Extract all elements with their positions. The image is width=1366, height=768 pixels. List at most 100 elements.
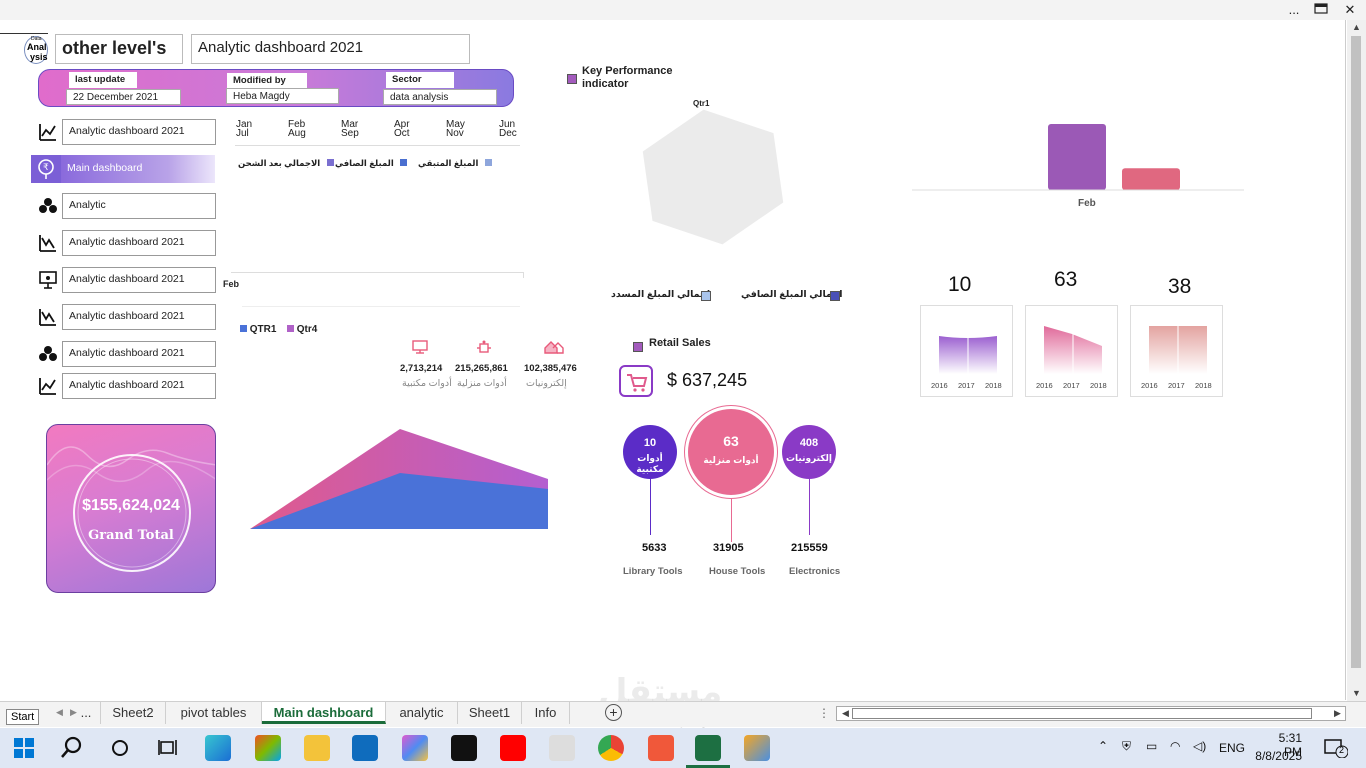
page-title: other level's bbox=[55, 34, 183, 64]
kpi-legend-square bbox=[567, 71, 577, 89]
tab-sheet2[interactable]: Sheet2 bbox=[101, 702, 166, 724]
vertical-scroll-thumb[interactable] bbox=[1351, 36, 1361, 668]
divider bbox=[0, 33, 48, 34]
search-icon[interactable] bbox=[60, 735, 84, 764]
nav-item-4[interactable]: Analytic dashboard 2021 bbox=[62, 230, 216, 256]
tab-analytic[interactable]: analytic bbox=[386, 702, 458, 724]
month-top: Feb bbox=[288, 119, 306, 130]
scroll-up-icon[interactable]: ▲ bbox=[1352, 22, 1361, 32]
chart-divider bbox=[231, 272, 524, 273]
clock-date[interactable]: 8/8/2025 bbox=[1255, 749, 1302, 763]
month-label: Feb Aug bbox=[288, 119, 306, 139]
year-label: 2016 bbox=[1036, 381, 1053, 390]
month-top: Mar bbox=[341, 119, 359, 130]
nav-item-2[interactable]: Main dashboard bbox=[61, 155, 215, 183]
bubble-3: 408 إلكترونيات bbox=[782, 425, 836, 479]
bubble-value: 10 bbox=[643, 437, 657, 449]
bubble-label: أدوات مكتبية bbox=[636, 453, 664, 474]
clock-time[interactable]: 5:31 PM bbox=[1278, 731, 1302, 759]
tab-nav-left-icon[interactable]: ◀ bbox=[56, 707, 63, 717]
excel-icon[interactable] bbox=[695, 735, 721, 761]
edge-icon[interactable] bbox=[205, 735, 231, 761]
grand-total-value: $155,624,024 bbox=[82, 497, 180, 514]
month-top: Jun bbox=[499, 119, 516, 130]
nav-item-7[interactable]: Analytic dashboard 2021 bbox=[62, 341, 216, 367]
nav-item-8[interactable]: Analytic dashboard 2021 bbox=[62, 373, 216, 399]
scroll-left-icon[interactable]: ◀ bbox=[842, 708, 849, 718]
month-label: Mar Sep bbox=[341, 119, 359, 139]
notification-count: 2 bbox=[1339, 745, 1345, 755]
year-label: 2017 bbox=[1168, 381, 1185, 390]
volume-icon[interactable]: ◁) bbox=[1193, 739, 1207, 753]
bubble-line bbox=[731, 498, 732, 542]
tiktok-icon[interactable] bbox=[451, 735, 477, 761]
bubble-count: 31905 bbox=[713, 542, 744, 554]
tab-info[interactable]: Info bbox=[522, 702, 570, 724]
chrome-icon[interactable] bbox=[598, 735, 624, 761]
tab-nav-right-icon[interactable]: ▶ bbox=[70, 707, 77, 717]
file-explorer-icon[interactable] bbox=[304, 735, 330, 761]
month-top: May bbox=[446, 119, 465, 130]
recorder-icon[interactable] bbox=[648, 735, 674, 761]
scroll-right-icon[interactable]: ▶ bbox=[1334, 708, 1341, 718]
nav-item-5[interactable]: Analytic dashboard 2021 bbox=[62, 267, 216, 293]
store-icon[interactable] bbox=[255, 735, 281, 761]
rupee-search-icon[interactable]: ₹ bbox=[31, 155, 61, 183]
tab-sheet1[interactable]: Sheet1 bbox=[458, 702, 522, 724]
nav-item-6[interactable]: Analytic dashboard 2021 bbox=[62, 304, 216, 330]
battery-icon[interactable]: ▭ bbox=[1146, 739, 1158, 753]
line-chart-icon[interactable] bbox=[38, 122, 58, 142]
horizontal-scroll-thumb[interactable] bbox=[852, 708, 1312, 719]
kpi-title: Key Performance indicator bbox=[582, 65, 673, 91]
tray-chevron-icon[interactable]: ⌃ bbox=[1098, 739, 1109, 753]
category-value: 215,265,861 bbox=[455, 363, 508, 374]
scroll-down-icon[interactable]: ▼ bbox=[1352, 688, 1361, 698]
wifi-icon[interactable]: ◠ bbox=[1170, 739, 1181, 753]
logo-text: Anal bbox=[27, 42, 47, 52]
presentation-board-icon[interactable] bbox=[38, 270, 58, 290]
last-update-value: 22 December 2021 bbox=[66, 89, 181, 105]
year-card-number: 38 bbox=[1168, 275, 1192, 298]
month-top: Jan bbox=[236, 119, 253, 130]
robot-icon bbox=[475, 339, 493, 360]
close-window-button[interactable]: ✕ bbox=[1344, 2, 1356, 17]
year-label: 2016 bbox=[931, 381, 948, 390]
people-group-icon[interactable] bbox=[38, 344, 58, 364]
nav-item-1[interactable]: Analytic dashboard 2021 bbox=[62, 119, 216, 145]
restore-window-button[interactable] bbox=[1310, 2, 1332, 18]
add-sheet-icon[interactable]: + bbox=[605, 704, 622, 721]
nav-item-3[interactable]: Analytic bbox=[62, 193, 216, 219]
paint-icon[interactable] bbox=[744, 735, 770, 761]
notification-icon[interactable]: 2 bbox=[1324, 738, 1349, 759]
house-icon bbox=[543, 339, 565, 360]
windows-start-icon[interactable] bbox=[14, 738, 34, 763]
legend-qtr4: Qtr4 bbox=[287, 324, 317, 335]
youtube-icon[interactable] bbox=[500, 735, 526, 761]
year-card: 2016 2017 2018 bbox=[1130, 305, 1223, 397]
app-thumbnail-icon[interactable] bbox=[549, 735, 575, 761]
bubble-name: Electronics bbox=[789, 566, 841, 577]
category-label: أدوات منزلية bbox=[457, 378, 507, 389]
language-indicator[interactable]: ENG bbox=[1219, 741, 1246, 755]
legend-text: المبلغ المتبقي bbox=[418, 158, 479, 168]
grand-total-card: $155,624,024 Grand Total bbox=[46, 424, 216, 593]
task-view-icon[interactable] bbox=[157, 738, 179, 763]
more-options-button[interactable]: ... bbox=[1288, 2, 1300, 17]
tab-main-dashboard[interactable]: Main dashboard bbox=[262, 702, 386, 724]
trend-down-icon[interactable] bbox=[38, 307, 58, 327]
kpi-legend-text: اجمالي المبلغ المسدد bbox=[611, 289, 711, 300]
month-bottom: Aug bbox=[288, 128, 306, 139]
outlook-icon[interactable] bbox=[352, 735, 378, 761]
security-icon[interactable]: ⛨ bbox=[1122, 739, 1132, 753]
people-group-icon[interactable] bbox=[38, 196, 58, 216]
year-card: 2016 2017 2018 bbox=[1025, 305, 1118, 397]
trend-down-icon[interactable] bbox=[38, 233, 58, 253]
more-tabs-icon[interactable]: ⋮ bbox=[818, 706, 830, 720]
line-chart-icon[interactable] bbox=[38, 376, 58, 396]
cortana-icon[interactable] bbox=[110, 738, 130, 763]
tab-pivot-tables[interactable]: pivot tables bbox=[166, 702, 262, 724]
logo-text: ysis bbox=[30, 52, 48, 62]
copilot-icon[interactable] bbox=[402, 735, 428, 761]
tab-more[interactable]: ... bbox=[72, 702, 101, 724]
bubble-1: 10 أدوات مكتبية bbox=[623, 425, 677, 479]
